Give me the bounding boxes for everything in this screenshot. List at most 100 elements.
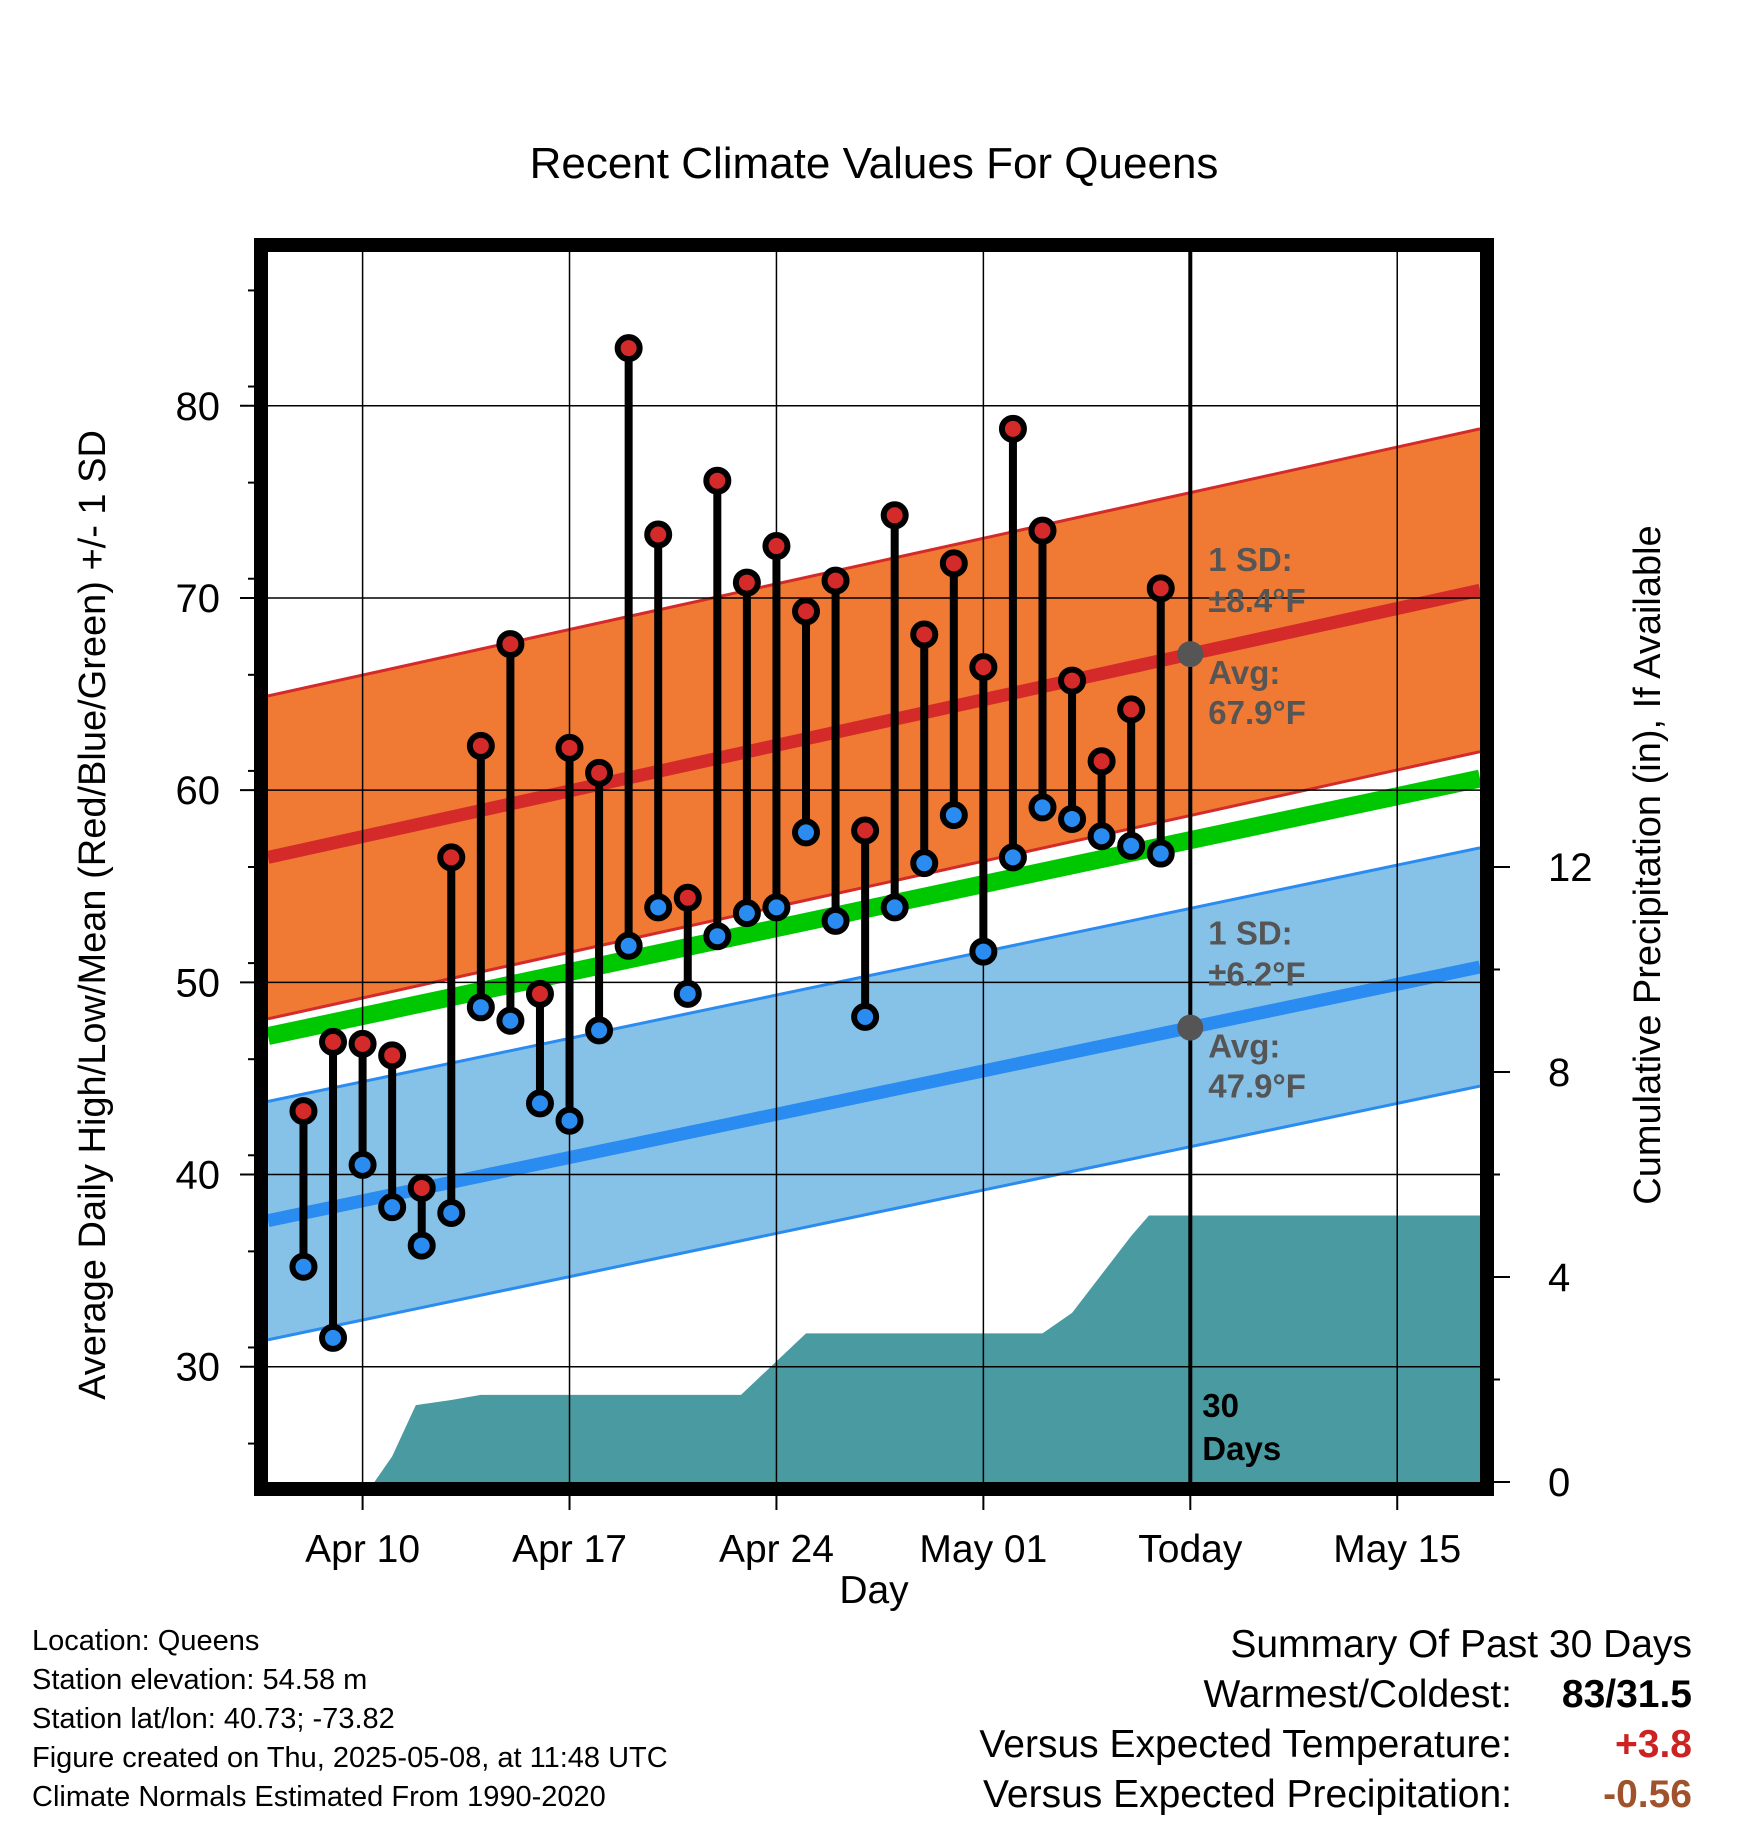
temp-label: Versus Expected Temperature: bbox=[979, 1723, 1512, 1766]
warm-cold-label: Warmest/Coldest: bbox=[1203, 1673, 1512, 1716]
y-tick-label: 70 bbox=[176, 577, 221, 621]
daily-low-point bbox=[1087, 822, 1116, 851]
daily-low-point bbox=[585, 1016, 614, 1045]
high-sd-label: 1 SD: bbox=[1208, 541, 1292, 578]
daily-high-point bbox=[969, 653, 998, 682]
daily-high-point bbox=[1058, 666, 1087, 695]
daily-high-point bbox=[496, 630, 525, 659]
daily-low-point bbox=[644, 893, 673, 922]
daily-high-point bbox=[437, 843, 466, 872]
y-tick-label: 60 bbox=[176, 769, 221, 813]
y-tick-label: 30 bbox=[176, 1346, 221, 1390]
normal-low-line bbox=[268, 960, 1480, 1227]
daily-low-point bbox=[880, 893, 909, 922]
daily-low-point bbox=[319, 1323, 348, 1352]
y2-tick-label: 12 bbox=[1548, 846, 1593, 890]
daily-high-point bbox=[289, 1097, 318, 1126]
daily-high-point bbox=[1146, 574, 1175, 603]
y2-tick-label: 0 bbox=[1548, 1461, 1570, 1505]
normal-low-sd-edge-lower bbox=[268, 1084, 1480, 1342]
summary-panel: Summary Of Past 30 Days Warmest/Coldest:… bbox=[979, 1620, 1692, 1820]
daily-high-point bbox=[644, 520, 673, 549]
normal-low-sd-edge-upper bbox=[268, 846, 1480, 1103]
precip-area bbox=[268, 1215, 1480, 1482]
daily-low-point bbox=[910, 849, 939, 878]
temp-value: +3.8 bbox=[1615, 1723, 1692, 1766]
created-text: Figure created on Thu, 2025-05-08, at 11… bbox=[32, 1742, 668, 1774]
daily-low-point bbox=[437, 1198, 466, 1227]
daily-low-point bbox=[614, 931, 643, 960]
precip-label: Versus Expected Precipitation: bbox=[983, 1773, 1512, 1816]
daily-low-point bbox=[378, 1193, 407, 1222]
normal-high-sd-edge-lower bbox=[268, 750, 1480, 1021]
summary-precip: Versus Expected Precipitation: -0.56 bbox=[979, 1770, 1692, 1820]
daily-low-point bbox=[525, 1089, 554, 1118]
daily-high-point bbox=[821, 566, 850, 595]
low-avg-label: Avg: bbox=[1208, 1028, 1280, 1065]
high-avg-label: Avg: bbox=[1208, 654, 1280, 691]
low-avg-value: 47.9°F bbox=[1208, 1068, 1306, 1105]
chart-title: Recent Climate Values For Queens bbox=[530, 139, 1219, 188]
low-sd-value: ±6.2°F bbox=[1208, 956, 1305, 993]
days-word-label: Days bbox=[1202, 1430, 1281, 1467]
daily-high-point bbox=[348, 1029, 377, 1058]
latlon-text: Station lat/lon: 40.73; -73.82 bbox=[32, 1703, 395, 1735]
daily-high-point bbox=[732, 568, 761, 597]
y-tick-label: 50 bbox=[176, 961, 221, 1005]
x-tick-label: May 01 bbox=[919, 1528, 1047, 1571]
x-tick-label: May 15 bbox=[1333, 1528, 1461, 1571]
x-tick-label: Apr 17 bbox=[512, 1528, 627, 1571]
daily-high-point bbox=[585, 758, 614, 787]
normal-mean-line bbox=[268, 769, 1480, 1045]
summary-title: Summary Of Past 30 Days bbox=[1230, 1623, 1692, 1666]
daily-low-point bbox=[969, 937, 998, 966]
x-tick-label: Apr 10 bbox=[305, 1528, 420, 1571]
daily-low-point bbox=[407, 1231, 436, 1260]
daily-low-point bbox=[703, 922, 732, 951]
daily-high-point bbox=[319, 1027, 348, 1056]
precip-value: -0.56 bbox=[1603, 1773, 1692, 1816]
daily-high-point bbox=[407, 1173, 436, 1202]
daily-low-point bbox=[821, 906, 850, 935]
daily-low-point bbox=[851, 1002, 880, 1031]
x-tick-label: Today bbox=[1138, 1528, 1243, 1571]
daily-low-point bbox=[732, 899, 761, 928]
warm-cold-value: 83/31.5 bbox=[1561, 1673, 1692, 1716]
daily-low-point bbox=[1146, 839, 1175, 868]
y2-axis-label: Cumulative Precipitation (in), If Availa… bbox=[1627, 525, 1669, 1204]
y-axis-label: Average Daily High/Low/Mean (Red/Blue/Gr… bbox=[72, 430, 114, 1400]
daily-high-point bbox=[939, 549, 968, 578]
daily-low-point bbox=[348, 1150, 377, 1179]
high-avg-value: 67.9°F bbox=[1208, 694, 1306, 731]
daily-low-point bbox=[673, 979, 702, 1008]
daily-high-point bbox=[910, 620, 939, 649]
climate-chart: Recent Climate Values For Queens 1 SD: ±8… bbox=[72, 139, 1669, 1612]
summary-temp: Versus Expected Temperature: +3.8 bbox=[979, 1720, 1692, 1770]
daily-low-point bbox=[1028, 793, 1057, 822]
daily-low-point bbox=[762, 893, 791, 922]
daily-high-point bbox=[880, 501, 909, 530]
normal-high-sd-edge-upper bbox=[268, 427, 1480, 698]
daily-high-point bbox=[555, 733, 584, 762]
daily-high-point bbox=[1028, 516, 1057, 545]
daily-high-point bbox=[466, 731, 495, 760]
daily-high-point bbox=[673, 883, 702, 912]
daily-high-point bbox=[762, 532, 791, 561]
normals-text: Climate Normals Estimated From 1990-2020 bbox=[32, 1781, 606, 1813]
daily-high-point bbox=[1087, 747, 1116, 776]
daily-high-point bbox=[703, 466, 732, 495]
station-info: Location: Queens Station elevation: 54.5… bbox=[32, 1622, 668, 1817]
today-low-avg-marker bbox=[1177, 1014, 1204, 1041]
daily-high-point bbox=[792, 597, 821, 626]
daily-low-point bbox=[998, 843, 1027, 872]
location-text: Location: Queens bbox=[32, 1625, 260, 1657]
low-sd-label: 1 SD: bbox=[1208, 915, 1292, 952]
daily-low-point bbox=[496, 1006, 525, 1035]
daily-high-point bbox=[998, 414, 1027, 443]
daily-high-point bbox=[614, 334, 643, 363]
summary-warm-cold: Warmest/Coldest: 83/31.5 bbox=[979, 1670, 1692, 1720]
y-tick-label: 80 bbox=[176, 385, 221, 429]
daily-high-point bbox=[378, 1041, 407, 1070]
